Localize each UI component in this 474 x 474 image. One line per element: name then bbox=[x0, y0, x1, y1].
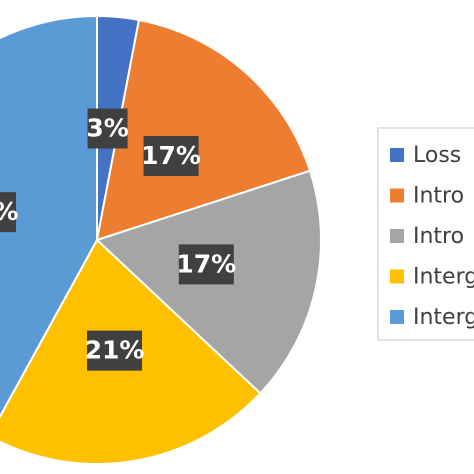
legend-label: Loss bbox=[413, 143, 461, 168]
legend-marker bbox=[390, 188, 404, 203]
data-label-box bbox=[0, 192, 17, 233]
data-label-box bbox=[178, 244, 234, 285]
data-label: 17% bbox=[176, 249, 236, 278]
legend-label: Interg bbox=[413, 305, 474, 330]
data-label: 21% bbox=[85, 336, 145, 365]
pie-slice bbox=[95, 18, 312, 242]
legend-marker bbox=[390, 310, 404, 324]
legend-marker bbox=[390, 148, 404, 162]
pie-slice bbox=[0, 14, 98, 419]
legend-marker bbox=[390, 269, 404, 284]
data-label-box bbox=[143, 135, 199, 176]
data-label: 17% bbox=[141, 141, 201, 170]
legend-label: Intro bbox=[413, 184, 464, 209]
legend-marker bbox=[390, 229, 404, 243]
data-label: 3% bbox=[86, 113, 128, 142]
data-label: 42% bbox=[0, 197, 18, 226]
data-label-box bbox=[87, 108, 128, 149]
legend-label: Intro bbox=[413, 224, 464, 249]
legend-label: Interg bbox=[413, 265, 474, 290]
data-label-box bbox=[87, 330, 143, 371]
